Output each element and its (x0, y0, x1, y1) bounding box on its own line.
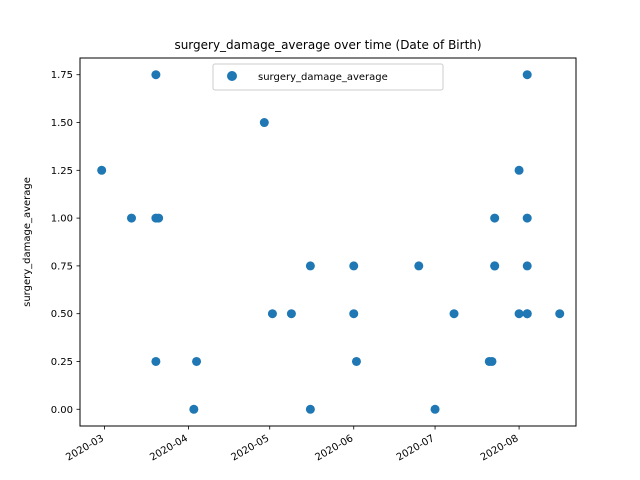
data-point (349, 309, 359, 319)
data-point (449, 309, 459, 319)
data-point (154, 213, 164, 223)
legend-label: surgery_damage_average (258, 72, 388, 83)
points-layer (97, 70, 565, 414)
chart-title: surgery_damage_average over time (Date o… (174, 38, 481, 52)
data-point (490, 261, 500, 271)
data-point (555, 309, 565, 319)
data-point (414, 261, 424, 271)
data-point (267, 309, 277, 319)
y-axis-ticks: 0.00 0.25 0.50 0.75 1.00 1.25 1.50 1.75 (51, 70, 80, 416)
data-point (151, 356, 161, 366)
data-point (305, 404, 315, 414)
y-tick-label: 0.25 (51, 357, 73, 368)
plot-background (80, 58, 576, 426)
legend: surgery_damage_average (212, 63, 444, 91)
y-tick-label: 0.00 (51, 405, 73, 416)
y-tick-label: 1.50 (51, 118, 73, 129)
legend-box (212, 63, 444, 91)
y-tick-label: 1.00 (51, 214, 73, 225)
data-point (192, 356, 202, 366)
data-point (514, 309, 524, 319)
data-point (522, 261, 532, 271)
data-point (522, 70, 532, 80)
data-point (151, 70, 161, 80)
data-point (349, 261, 359, 271)
data-point (430, 404, 440, 414)
data-point (305, 261, 315, 271)
data-point (189, 404, 199, 414)
data-point (522, 309, 532, 319)
y-tick-label: 1.75 (51, 70, 73, 81)
y-tick-label: 1.25 (51, 166, 73, 177)
data-point (490, 213, 500, 223)
plot-frame (79, 57, 577, 427)
y-axis-label: surgery_damage_average (22, 177, 33, 307)
data-point (514, 165, 524, 175)
data-point (487, 356, 497, 366)
plot-area (80, 58, 576, 426)
data-point (286, 309, 296, 319)
y-tick-label: 0.75 (51, 261, 73, 272)
data-point (259, 118, 269, 128)
data-point (351, 356, 361, 366)
y-tick-label: 0.50 (51, 309, 73, 320)
data-point (522, 213, 532, 223)
data-point (97, 165, 107, 175)
legend-marker (227, 71, 237, 81)
data-point (126, 213, 136, 223)
